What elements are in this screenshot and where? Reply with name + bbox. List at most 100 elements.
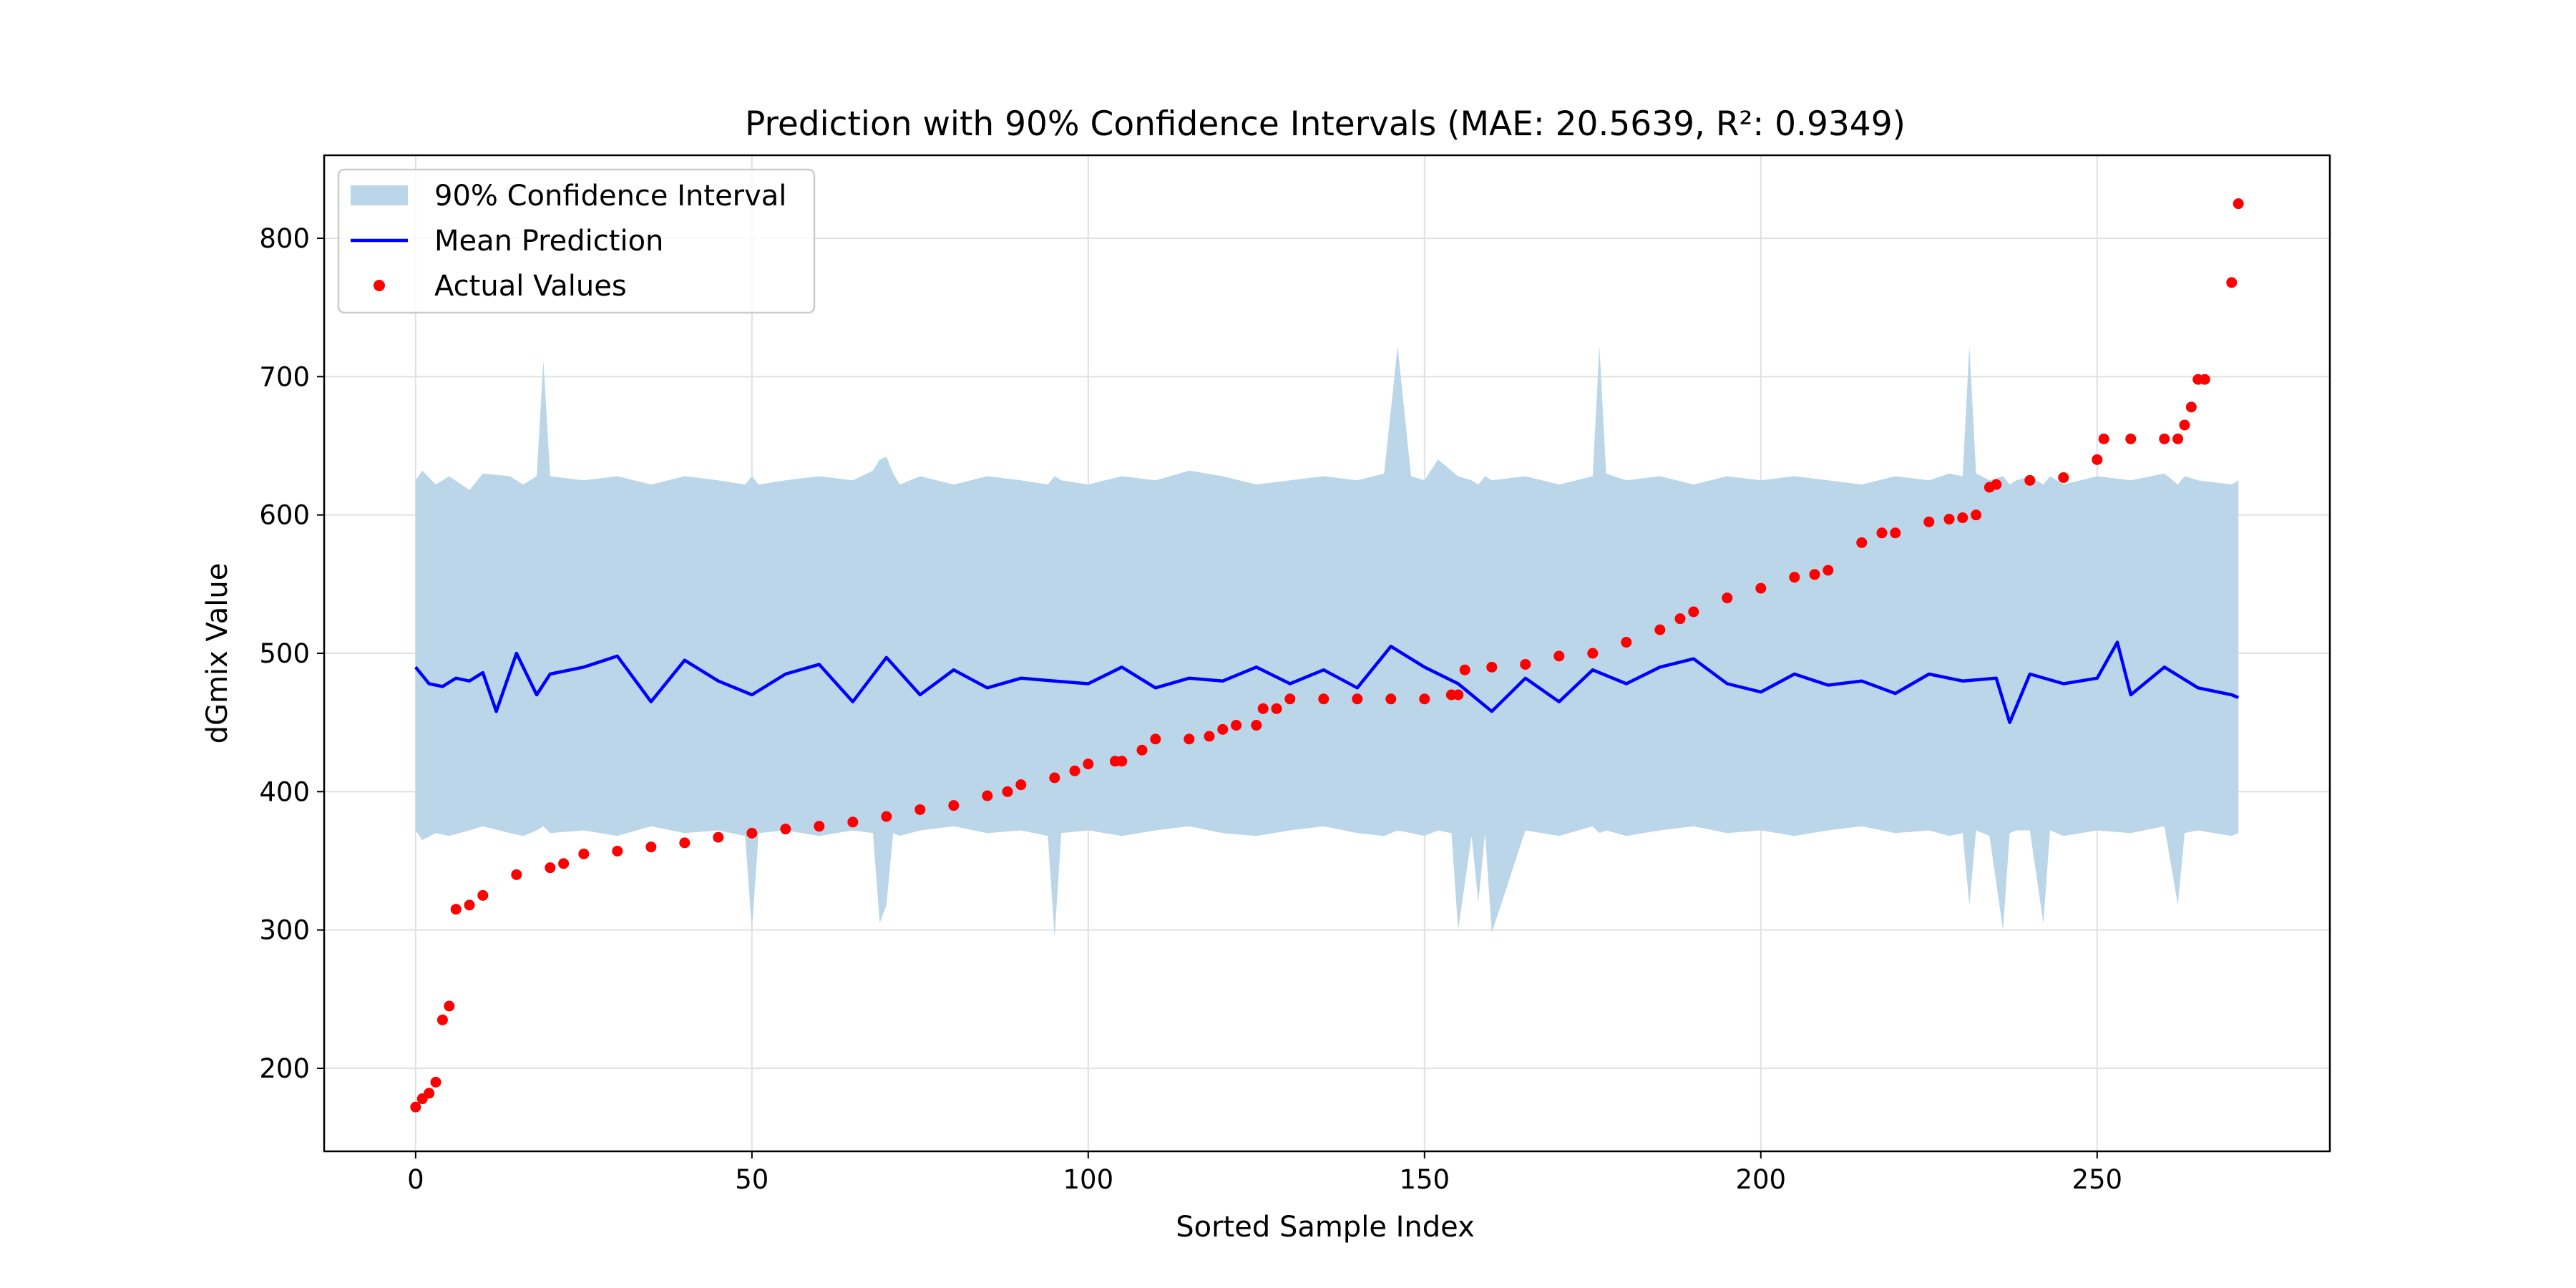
actual-value-point (612, 845, 623, 857)
actual-value-point (1385, 693, 1397, 705)
actual-value-point (713, 831, 724, 843)
actual-value-point (1318, 693, 1330, 705)
y-tick-label: 800 (259, 223, 310, 254)
actual-value-point (578, 848, 590, 859)
actual-value-point (450, 904, 462, 915)
actual-value-point (1453, 689, 1464, 701)
actual-value-point (1015, 779, 1027, 791)
actual-value-point (2226, 277, 2238, 288)
legend-label-actual-values: Actual Values (434, 270, 627, 303)
actual-value-point (1621, 637, 1632, 648)
actual-value-point (1722, 592, 1733, 604)
y-tick-label: 200 (259, 1053, 310, 1084)
actual-value-point (847, 816, 859, 828)
mean-prediction-series (414, 640, 2240, 724)
actual-value-point (444, 1000, 455, 1012)
legend-label-confidence-interval: 90% Confidence Interval (434, 180, 786, 213)
confidence-interval-band (415, 346, 2239, 937)
actual-value-point (511, 869, 522, 880)
actual-value-point (1251, 720, 1262, 731)
actual-value-point (1116, 756, 1128, 767)
actual-value-point (436, 1014, 448, 1025)
actual-value-point (1257, 703, 1269, 714)
actual-value-point (1991, 479, 2002, 490)
actual-value-point (477, 889, 489, 901)
actual-value-point (1654, 624, 1666, 635)
actual-value-point (982, 790, 993, 801)
actual-value-point (1809, 569, 1820, 580)
actual-value-point (424, 1088, 435, 1099)
actual-value-point (2098, 433, 2109, 444)
mean-prediction-line (414, 640, 2240, 724)
actual-value-point (1271, 703, 1282, 714)
legend-band-swatch (351, 185, 408, 205)
actual-value-point (1943, 513, 1955, 525)
actual-value-point (1856, 537, 1868, 548)
y-tick-label: 400 (259, 776, 310, 807)
x-axis-label: Sorted Sample Index (1176, 1211, 1475, 1244)
actual-value-point (464, 899, 475, 911)
actual-value-point (1136, 744, 1148, 756)
actual-value-point (881, 811, 892, 822)
actual-value-point (2233, 198, 2244, 210)
actual-value-point (1002, 786, 1013, 797)
actual-value-point (1231, 720, 1242, 731)
actual-value-point (1486, 661, 1498, 673)
actual-value-point (1204, 731, 1215, 742)
actual-value-point (1755, 582, 1767, 594)
x-axis-ticks: 0 50 100 150 200 250 (407, 1151, 2122, 1195)
actual-value-point (410, 1101, 421, 1113)
actual-value-point (1419, 693, 1430, 705)
x-tick-label: 150 (1399, 1164, 1450, 1195)
actual-value-point (1049, 772, 1060, 784)
legend-box (337, 168, 816, 314)
actual-value-point (1971, 509, 1982, 521)
actual-value-point (1083, 758, 1094, 770)
confidence-band-area (415, 346, 2239, 937)
actual-value-point (679, 837, 691, 849)
legend: 90% Confidence Interval Mean Prediction … (337, 168, 816, 314)
x-tick-label: 0 (407, 1164, 424, 1195)
y-tick-label: 600 (259, 500, 310, 531)
actual-value-point (1520, 658, 1531, 670)
actual-value-point (1069, 765, 1080, 776)
actual-value-point (1789, 572, 1800, 583)
actual-value-point (1587, 648, 1599, 659)
y-tick-label: 300 (259, 915, 310, 946)
actual-value-point (948, 800, 960, 811)
actual-value-point (1674, 613, 1686, 625)
x-tick-label: 200 (1735, 1164, 1786, 1195)
actual-values-series (410, 198, 2244, 1113)
actual-value-point (545, 862, 556, 874)
actual-value-point (914, 804, 926, 815)
y-axis-ticks: 200 300 400 500 600 700 800 (259, 223, 324, 1084)
actual-value-point (1923, 516, 1935, 527)
actual-value-point (746, 827, 758, 839)
actual-value-point (1284, 693, 1296, 705)
actual-value-point (2185, 401, 2197, 413)
actual-value-point (645, 841, 657, 853)
actual-value-point (1823, 565, 1834, 576)
actual-value-point (1553, 650, 1565, 662)
actual-value-point (1184, 733, 1195, 745)
actual-value-point (1890, 527, 1901, 539)
actual-value-point (1688, 606, 1699, 618)
actual-value-point (1150, 733, 1161, 745)
legend-marker-swatch (374, 280, 385, 291)
actual-value-point (558, 858, 570, 869)
actual-value-point (814, 821, 825, 832)
actual-value-point (2159, 433, 2170, 444)
chart-title: Prediction with 90% Confidence Intervals… (745, 104, 1906, 144)
actual-value-point (2172, 433, 2184, 444)
actual-value-point (2024, 474, 2036, 486)
actual-value-point (2058, 472, 2069, 483)
actual-value-point (1957, 512, 1968, 524)
y-axis-label: dGmix Value (201, 563, 234, 744)
actual-value-point (2125, 433, 2137, 444)
y-tick-label: 700 (259, 361, 310, 392)
actual-value-point (2179, 419, 2190, 431)
x-tick-label: 100 (1063, 1164, 1113, 1195)
actual-value-point (1352, 693, 1363, 705)
legend-label-mean-prediction: Mean Prediction (434, 225, 663, 258)
